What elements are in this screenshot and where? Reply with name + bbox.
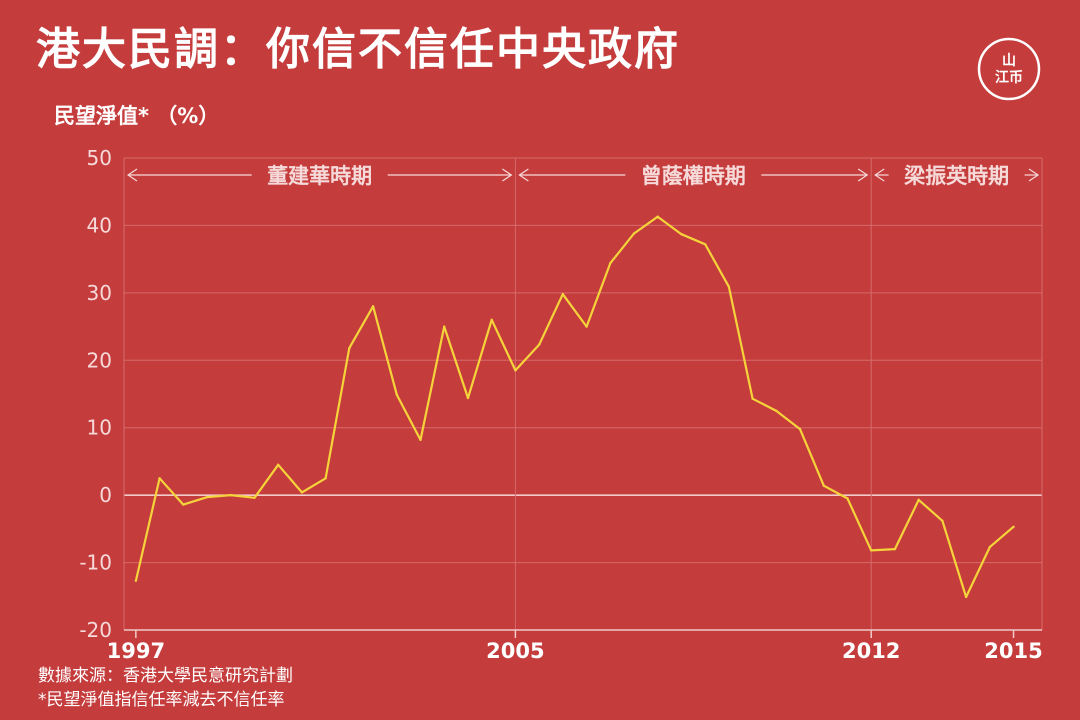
- era-arrow-head-left: [126, 168, 138, 182]
- y-tick-label: 0: [99, 483, 112, 507]
- y-tick-label: 50: [87, 146, 112, 170]
- data-point: [443, 325, 446, 328]
- data-point: [348, 346, 351, 350]
- series: [134, 215, 1015, 599]
- data-point: [680, 232, 683, 236]
- y-tick-label: 40: [87, 213, 112, 237]
- data-point: [371, 305, 375, 308]
- data-point: [822, 484, 825, 487]
- logo-circle-icon: 山 江币: [977, 37, 1041, 101]
- data-point: [632, 232, 636, 235]
- era-arrow-head-left: [874, 168, 885, 182]
- y-tick-label: 30: [87, 281, 112, 305]
- source-text: 數據來源：香港大學民意研究計劃: [38, 666, 293, 686]
- initium-logo[interactable]: 山 江币: [976, 36, 1042, 102]
- data-point: [1012, 525, 1015, 529]
- data-point: [846, 497, 849, 500]
- chart-title: 港大民調：你信不信任中央政府: [36, 24, 680, 75]
- data-point: [324, 477, 327, 480]
- data-point: [798, 427, 802, 431]
- era-arrow-head-right: [857, 168, 869, 182]
- data-point: [656, 215, 659, 218]
- y-tick-label: -10: [79, 551, 112, 575]
- data-point: [964, 595, 968, 599]
- data-point: [276, 463, 280, 466]
- data-point: [182, 503, 185, 506]
- y-tick-label: -20: [79, 618, 112, 642]
- data-point: [537, 343, 541, 346]
- data-point: [229, 493, 232, 497]
- data-point: [134, 579, 138, 582]
- x-tick-label: 2012: [842, 639, 900, 663]
- data-point: [893, 547, 897, 551]
- y-tick-label: 20: [87, 348, 112, 372]
- logo-text-top: 山: [1002, 53, 1016, 69]
- logo-text-bottom: 江币: [995, 69, 1023, 86]
- era-arrow-head-right: [1028, 168, 1040, 182]
- x-tick-label: 2005: [486, 639, 544, 663]
- y-axis-label: 民望淨值* （%）: [54, 104, 220, 128]
- data-point: [988, 545, 992, 549]
- data-point: [941, 519, 944, 522]
- grid: [123, 157, 1043, 631]
- x-tick-label: 1997: [107, 639, 165, 663]
- data-point: [585, 325, 588, 328]
- data-point: [395, 393, 398, 396]
- era-arrow-head-right: [502, 168, 513, 182]
- data-point: [205, 495, 209, 499]
- era-label: 梁振英時期: [903, 164, 1009, 188]
- data-point: [253, 496, 256, 500]
- era-label: 曾蔭權時期: [641, 164, 746, 188]
- data-point: [870, 549, 873, 552]
- data-point: [775, 409, 778, 413]
- era-annotations: 董建華時期 曾蔭權時期 梁振英時期: [126, 164, 1040, 188]
- data-point: [609, 261, 612, 265]
- data-point: [751, 397, 754, 400]
- data-point: [727, 285, 731, 288]
- x-tick-label: 2015: [984, 639, 1042, 663]
- data-point: [419, 438, 422, 442]
- data-point: [466, 396, 470, 400]
- data-point: [514, 369, 517, 372]
- data-point: [300, 491, 304, 494]
- footnote-text: *民望淨值指信任率減去不信任率: [38, 690, 285, 710]
- y-tick-label: 10: [87, 416, 112, 440]
- data-point: [158, 477, 161, 480]
- series-line: [134, 215, 1015, 599]
- data-point: [490, 318, 493, 322]
- data-point: [703, 243, 707, 246]
- data-point: [917, 498, 920, 502]
- data-point: [561, 293, 565, 296]
- era-arrow-head-left: [518, 168, 529, 182]
- era-label: 董建華時期: [267, 164, 372, 188]
